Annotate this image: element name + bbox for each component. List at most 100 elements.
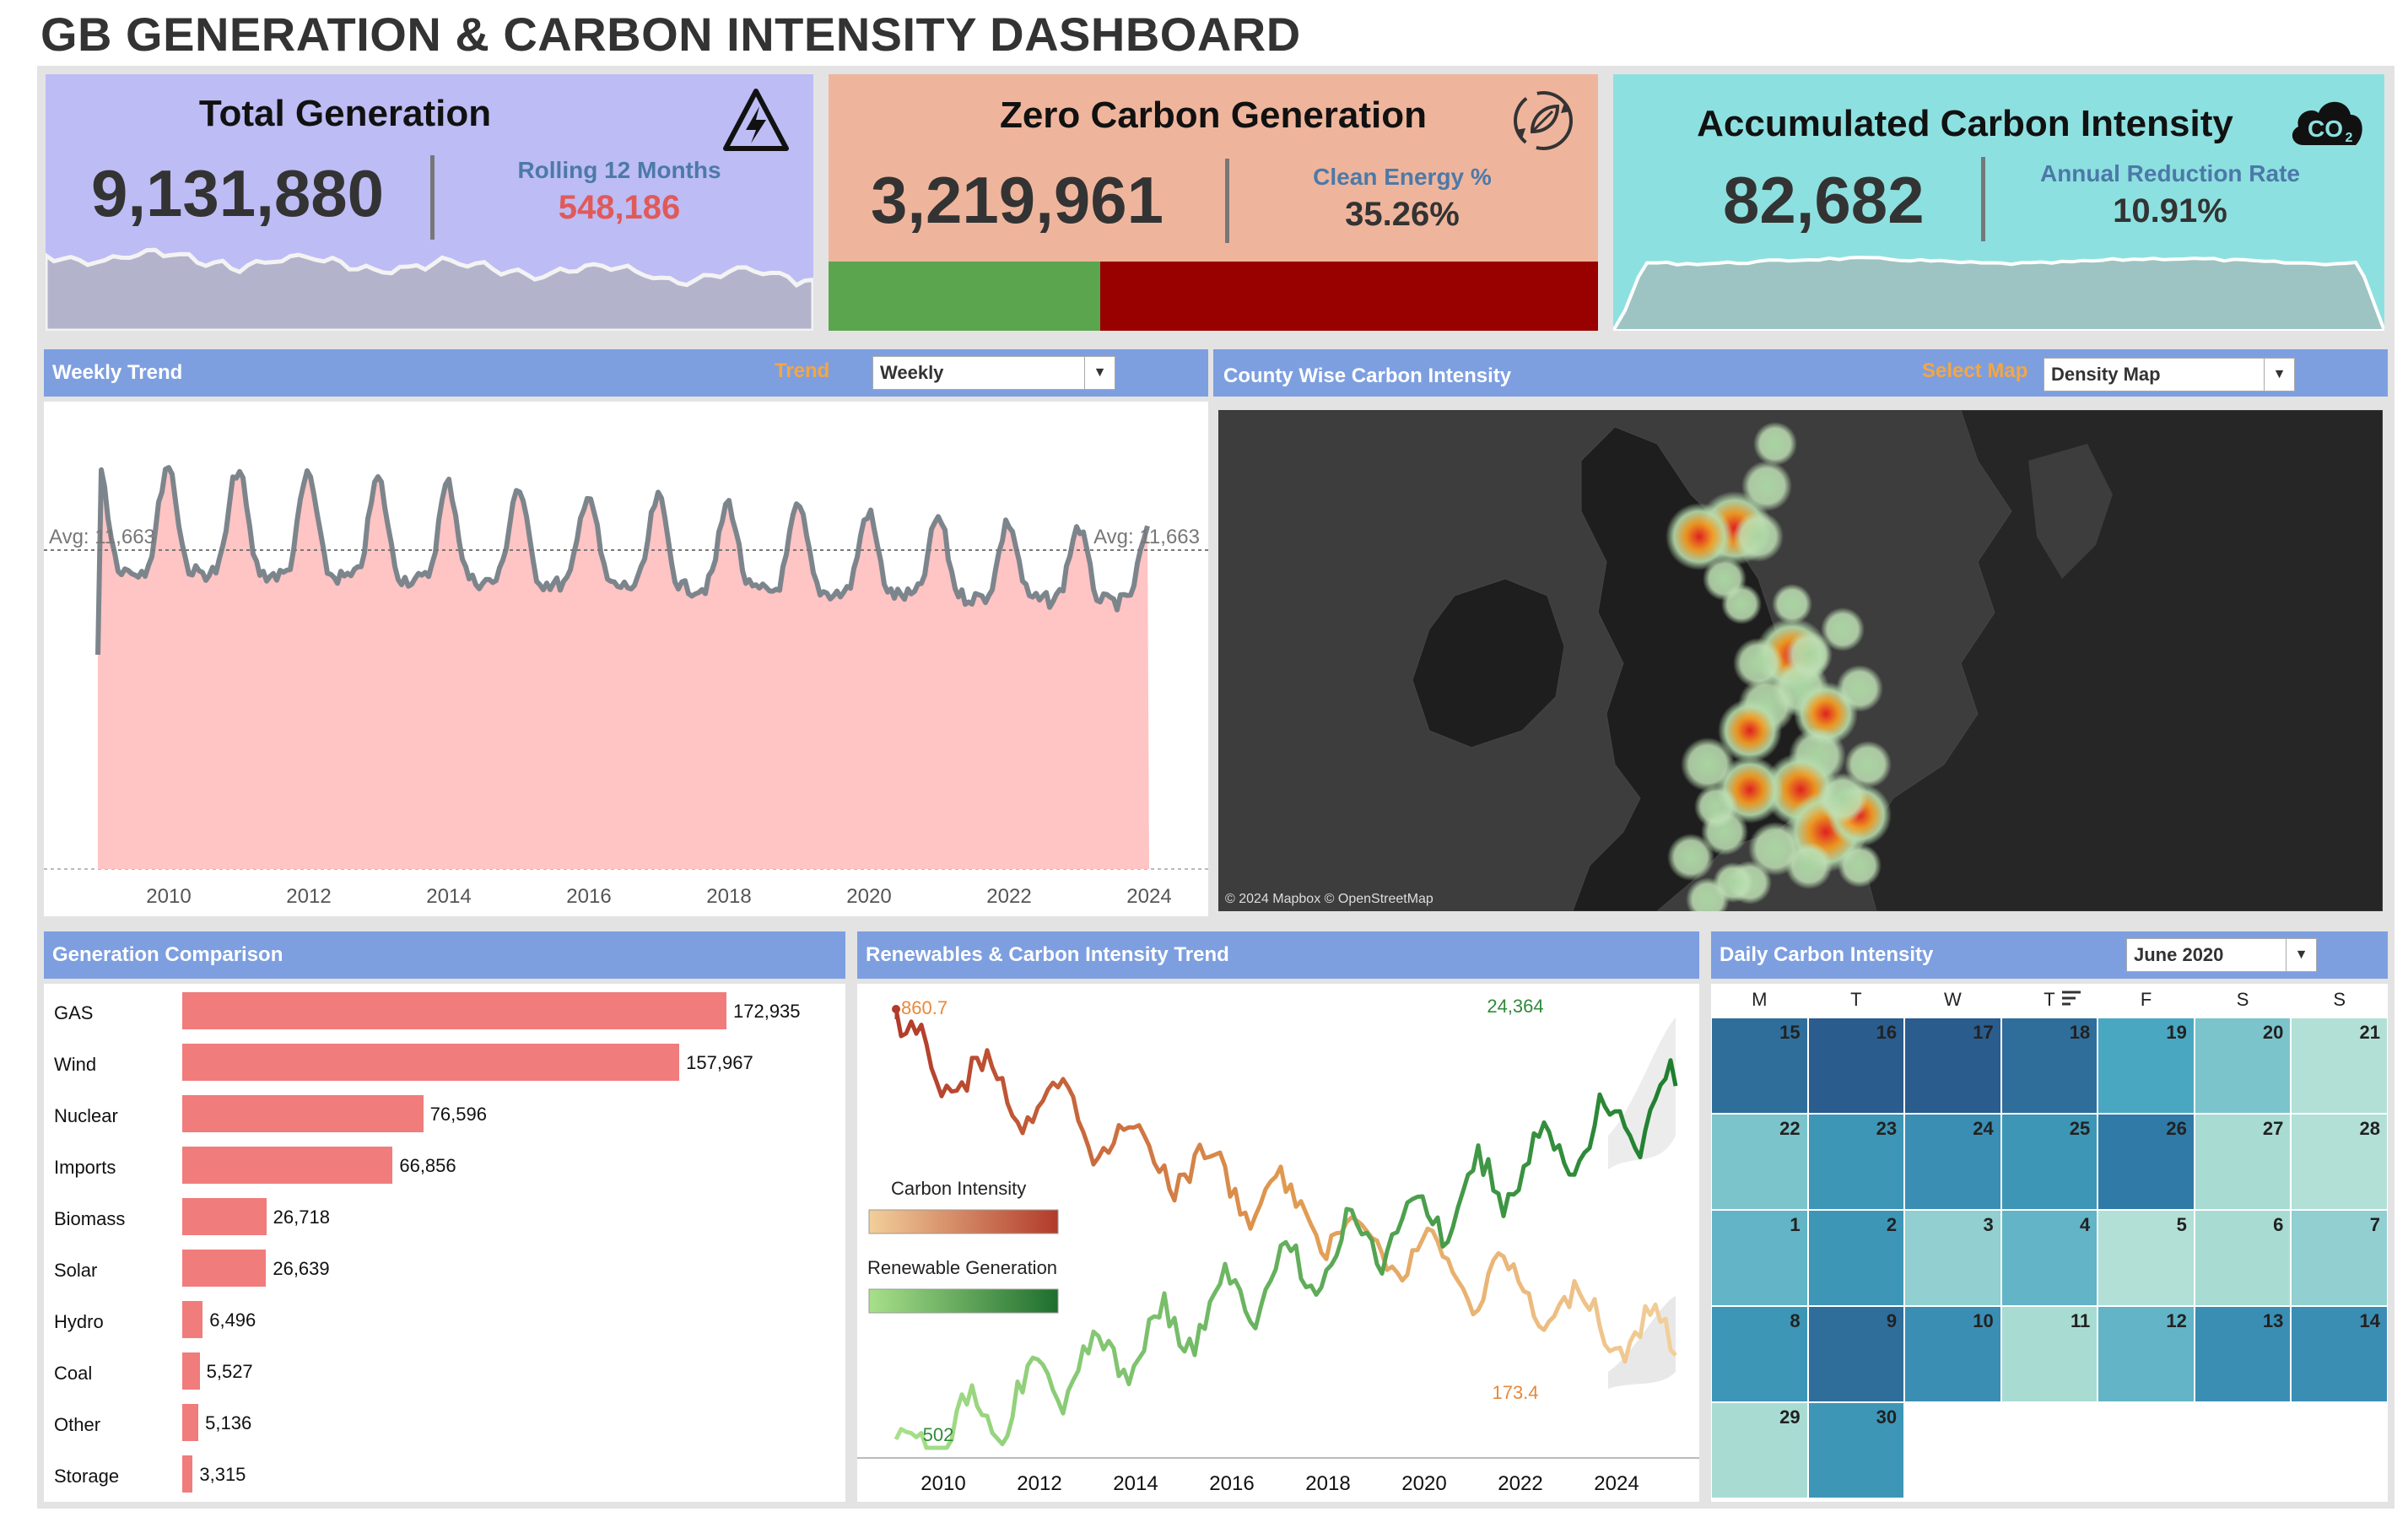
bar[interactable] xyxy=(182,1301,203,1338)
chevron-down-icon[interactable]: ▼ xyxy=(1084,357,1115,389)
calendar-day[interactable]: 13 xyxy=(2194,1306,2292,1402)
heat-spot xyxy=(1733,511,1784,562)
day-number: 2 xyxy=(1886,1214,1898,1235)
calendar-day[interactable]: 24 xyxy=(1904,1114,2001,1210)
x-tick-label: 2012 xyxy=(1017,1472,1061,1495)
kpi-divider xyxy=(430,155,435,240)
day-number: 28 xyxy=(2359,1118,2380,1139)
calendar-day[interactable]: 26 xyxy=(2098,1114,2195,1210)
x-tick-label: 2024 xyxy=(1126,885,1171,908)
calendar-day[interactable]: 27 xyxy=(2194,1114,2292,1210)
day-number: 14 xyxy=(2359,1310,2380,1331)
weekday-label: T xyxy=(2044,989,2055,1010)
bar-category-label: GAS xyxy=(54,1002,94,1023)
x-tick-label: 2016 xyxy=(566,885,611,908)
bar-value-label: 26,718 xyxy=(273,1207,330,1228)
bar-value-label: 172,935 xyxy=(733,1001,801,1022)
select-map-dropdown[interactable]: Density Map ▼ xyxy=(2044,358,2295,391)
calendar-day[interactable]: 3 xyxy=(1904,1210,2001,1306)
heat-spot xyxy=(1785,631,1833,678)
bar-value-label: 5,136 xyxy=(205,1412,252,1433)
dashboard-title: GB GENERATION & CARBON INTENSITY DASHBOA… xyxy=(40,8,1301,61)
map-canvas[interactable]: © 2024 Mapbox © OpenStreetMap xyxy=(1218,410,2383,911)
calendar-day[interactable]: 4 xyxy=(2000,1210,2098,1306)
bar[interactable] xyxy=(182,1147,393,1184)
bar[interactable] xyxy=(182,1455,193,1493)
calendar-day[interactable]: 8 xyxy=(1711,1306,1808,1402)
calendar-day[interactable]: 17 xyxy=(1904,1018,2001,1114)
chevron-down-icon[interactable]: ▼ xyxy=(2286,939,2316,971)
sort-icon[interactable] xyxy=(2060,989,2082,1009)
generation-chart: GAS 172,935 Wind 157,967 Nuclear 76,596 Import… xyxy=(44,984,845,1502)
calendar-day[interactable]: 9 xyxy=(1807,1306,1905,1402)
weekly-trend-header: Weekly Trend Trend Weekly ▼ xyxy=(44,349,1208,397)
calendar-day[interactable]: 6 xyxy=(2194,1210,2292,1306)
bar-category-label: Storage xyxy=(54,1466,120,1487)
calendar-day[interactable]: 10 xyxy=(1904,1306,2001,1402)
calendar-day[interactable]: 21 xyxy=(2291,1018,2388,1114)
heat-spot xyxy=(1753,422,1797,466)
calendar-day[interactable]: 28 xyxy=(2291,1114,2388,1210)
calendar-day[interactable]: 18 xyxy=(2000,1018,2098,1114)
x-tick-label: 2012 xyxy=(286,885,331,908)
trend-dropdown[interactable]: Weekly ▼ xyxy=(872,356,1115,390)
day-number: 20 xyxy=(2262,1022,2284,1043)
x-tick-label: 2018 xyxy=(1305,1472,1350,1495)
calendar-day[interactable]: 5 xyxy=(2098,1210,2195,1306)
panel-title: Daily Carbon Intensity xyxy=(1720,943,1934,966)
heat-spot xyxy=(1733,638,1784,688)
x-tick-label: 2014 xyxy=(1113,1472,1158,1495)
calendar-day[interactable]: 19 xyxy=(2098,1018,2195,1114)
bar[interactable] xyxy=(182,1250,267,1287)
panel-title: Renewables & Carbon Intensity Trend xyxy=(866,943,1229,966)
weekday-label: M xyxy=(1752,989,1768,1010)
bar[interactable] xyxy=(182,1404,199,1441)
bar[interactable] xyxy=(182,1352,200,1390)
day-number: 3 xyxy=(1983,1214,1994,1235)
x-tick-label: 2010 xyxy=(146,885,191,908)
calendar-day[interactable]: 29 xyxy=(1711,1402,1808,1498)
calendar-day[interactable]: 25 xyxy=(2000,1114,2098,1210)
bar-category-label: Nuclear xyxy=(54,1105,118,1126)
bar-category-label: Other xyxy=(54,1414,101,1435)
co2-cloud-icon: CO 2 xyxy=(2292,101,2362,145)
heat-spot xyxy=(1667,834,1714,881)
calendar-day[interactable]: 15 xyxy=(1711,1018,1808,1114)
heat-spot xyxy=(1844,741,1892,788)
calendar-day[interactable]: 11 xyxy=(2000,1306,2098,1402)
calendar-day[interactable]: 12 xyxy=(2098,1306,2195,1402)
calendar-day[interactable]: 30 xyxy=(1807,1402,1905,1498)
x-tick-label: 2022 xyxy=(986,885,1031,908)
x-tick-label: 2018 xyxy=(706,885,751,908)
density-map[interactable]: © 2024 Mapbox © OpenStreetMap xyxy=(1218,410,2383,911)
day-number: 26 xyxy=(2166,1118,2187,1139)
bar-category-label: Biomass xyxy=(54,1208,126,1229)
bar[interactable] xyxy=(182,992,726,1029)
bar-value-label: 66,856 xyxy=(399,1155,456,1176)
weekly-trend-chart: Avg: 11,663 Avg: 11,663 2010 2012 2014 2016… xyxy=(44,465,1208,908)
heat-spot xyxy=(1836,665,1883,712)
bar[interactable] xyxy=(182,1044,680,1081)
map-header: County Wise Carbon Intensity Select Map … xyxy=(1213,349,2388,397)
calendar-day[interactable]: 14 xyxy=(2291,1306,2388,1402)
bar-value-label: 157,967 xyxy=(686,1052,753,1073)
bar-value-label: 5,527 xyxy=(206,1361,253,1382)
kpi-divider xyxy=(1225,159,1229,243)
bar[interactable] xyxy=(182,1198,267,1235)
panel-title: County Wise Carbon Intensity xyxy=(1223,364,1512,387)
bar-value-label: 6,496 xyxy=(209,1309,256,1331)
calendar-day[interactable]: 1 xyxy=(1711,1210,1808,1306)
calendar-day[interactable]: 20 xyxy=(2194,1018,2292,1114)
bar[interactable] xyxy=(182,1095,424,1132)
kpi-divider xyxy=(1981,157,1985,241)
calendar-day[interactable]: 7 xyxy=(2291,1210,2388,1306)
calendar-day[interactable]: 23 xyxy=(1807,1114,1905,1210)
month-dropdown[interactable]: June 2020 ▼ xyxy=(2126,938,2317,972)
weekday-label: F xyxy=(2140,989,2152,1010)
calendar-day[interactable]: 16 xyxy=(1807,1018,1905,1114)
avg-label-right: Avg: 11,663 xyxy=(1093,526,1200,548)
calendar-day[interactable]: 22 xyxy=(1711,1114,1808,1210)
recycle-leaf-icon xyxy=(1514,91,1573,150)
calendar-day[interactable]: 2 xyxy=(1807,1210,1905,1306)
chevron-down-icon[interactable]: ▼ xyxy=(2264,359,2294,391)
